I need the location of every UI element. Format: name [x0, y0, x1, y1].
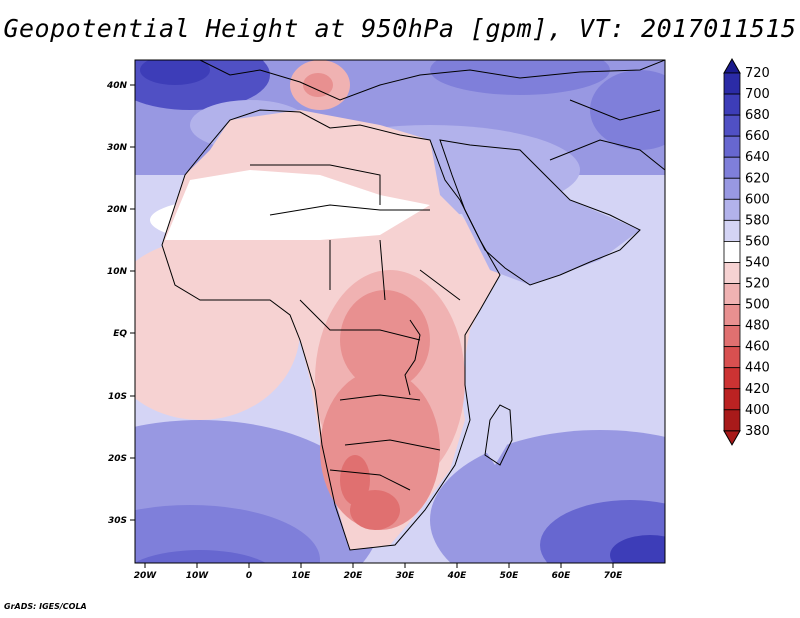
colorbar-swatch: [723, 325, 741, 348]
colorbar-label: 600: [745, 192, 770, 207]
y-tick: 30N: [107, 143, 128, 153]
colorbar-arrow-bottom: [723, 430, 741, 446]
colorbar-label: 620: [745, 171, 770, 186]
coastlines: [161, 60, 665, 551]
x-tick: 40E: [447, 571, 468, 581]
y-tick: 10S: [108, 392, 127, 402]
x-tick: 10E: [292, 571, 312, 581]
colorbar-swatch: [723, 135, 741, 158]
x-tick: 10W: [186, 571, 210, 581]
colorbar-swatch: [723, 114, 741, 137]
colorbar-label: 540: [745, 255, 770, 270]
map-title: Geopotential Height at 950hPa [gpm], VT:…: [3, 14, 797, 43]
credit-text: GrADS: IGES/COLA: [4, 602, 87, 611]
colorbar-label: 640: [745, 150, 770, 165]
colorbar: 720 700 680 660 640 620 600 580 560 540 520 500 480 4…: [723, 57, 770, 446]
y-tick: EQ: [113, 329, 127, 339]
height-field: [135, 60, 665, 563]
colorbar-swatch: [723, 367, 741, 390]
y-tick: 10N: [107, 267, 128, 277]
colorbar-arrow-top: [723, 57, 741, 74]
colorbar-label: 580: [745, 213, 770, 228]
colorbar-swatch: [723, 240, 741, 263]
colorbar-swatch: [723, 346, 741, 369]
colorbar-label: 560: [745, 234, 770, 249]
colorbar-swatch: [723, 93, 741, 116]
colorbar-swatch: [723, 156, 741, 179]
colorbar-swatch: [723, 409, 741, 432]
colorbar-swatch: [723, 304, 741, 326]
x-tick: 70E: [604, 571, 624, 581]
x-tick: 30E: [396, 571, 416, 581]
colorbar-swatch: [723, 198, 741, 221]
y-tick: 20N: [107, 205, 128, 215]
y-tick: 30S: [108, 516, 127, 526]
colorbar-swatch: [723, 388, 741, 411]
colorbar-label: 480: [745, 319, 770, 334]
x-axis: 20W 10W 0 10E 20E 30E 40E 50E 60E 70E: [134, 563, 623, 581]
y-tick: 20S: [108, 454, 127, 464]
plot-frame: [134, 59, 666, 564]
colorbar-label: 680: [745, 108, 770, 123]
colorbar-label: 700: [745, 87, 770, 102]
x-tick: 60E: [552, 571, 572, 581]
colorbar-swatch: [723, 177, 741, 200]
colorbar-label: 520: [745, 277, 770, 292]
colorbar-label: 660: [745, 129, 770, 144]
colorbar-swatch: [723, 72, 741, 95]
colorbar-swatch: [723, 283, 741, 305]
colorbar-label: 720: [745, 66, 770, 81]
colorbar-label: 420: [745, 382, 770, 397]
x-tick: 0: [246, 571, 252, 581]
colorbar-label: 400: [745, 403, 770, 418]
colorbar-label: 500: [745, 298, 770, 313]
colorbar-swatch: [723, 219, 741, 242]
colorbar-label: 380: [745, 424, 770, 439]
y-axis: 40N 30N 20N 10N EQ 10S 20S 30S: [106, 81, 135, 526]
colorbar-swatch: [723, 262, 741, 284]
colorbar-label: 440: [745, 361, 770, 376]
y-tick: 40N: [106, 81, 128, 91]
x-tick: 50E: [500, 571, 520, 581]
x-tick: 20E: [344, 571, 364, 581]
x-tick: 20W: [134, 571, 158, 581]
colorbar-label: 460: [745, 340, 770, 355]
